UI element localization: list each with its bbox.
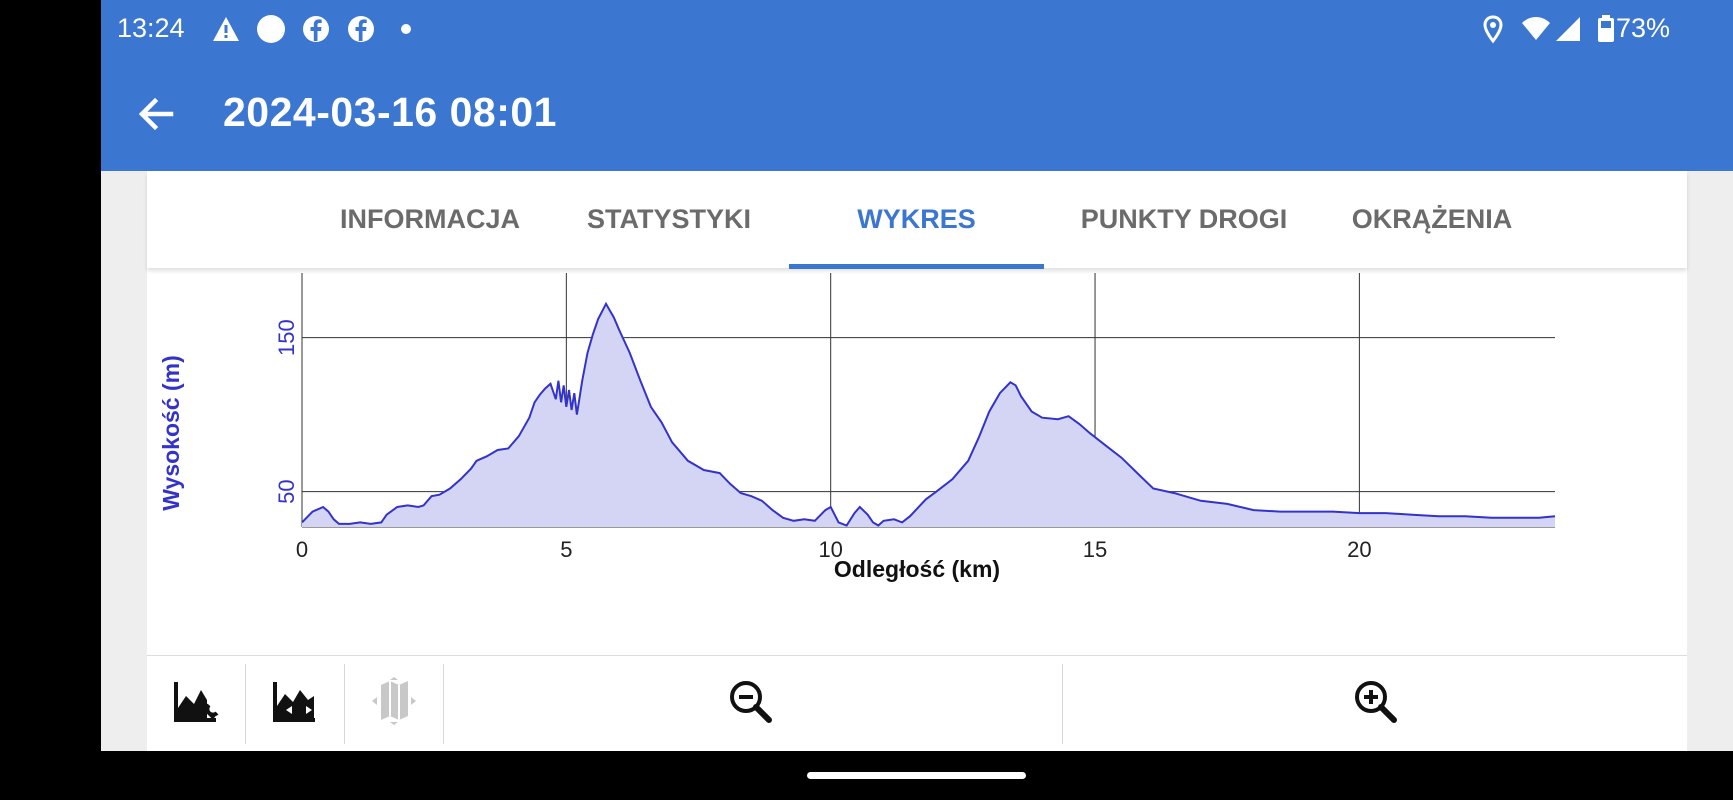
x-tick-label: 15 <box>1083 537 1107 562</box>
chart-settings-button[interactable] <box>147 656 245 746</box>
content-card: INFORMACJA STATYSTYKI WYKRES PUNKTY DROG… <box>147 171 1687 751</box>
y-axis-label: Wysokość (m) <box>158 355 184 511</box>
page-title: 2024-03-16 08:01 <box>223 89 557 135</box>
toolbar-divider <box>1062 664 1063 744</box>
facebook-icon <box>348 16 374 42</box>
wifi-icon <box>1522 17 1550 40</box>
tab-bar: INFORMACJA STATYSTYKI WYKRES PUNKTY DROG… <box>147 171 1687 269</box>
y-tick-label: 150 <box>274 319 299 356</box>
map-icon <box>372 677 416 725</box>
phone-screen: 13:24 73% <box>101 0 1733 751</box>
x-axis-ticks: 0 5 10 15 20 <box>296 537 1372 562</box>
chart-range-button[interactable] <box>246 656 344 746</box>
battery-level: 73% <box>1616 13 1671 43</box>
toolbar-divider <box>443 664 444 744</box>
signal-icon <box>1556 17 1580 41</box>
y-axis-ticks: 50 150 <box>274 319 299 504</box>
navigation-bar <box>0 751 1733 800</box>
zoom-out-icon <box>730 681 772 723</box>
x-tick-label: 5 <box>560 537 572 562</box>
home-gesture-bar[interactable] <box>807 772 1026 779</box>
battery-icon <box>1598 15 1614 42</box>
zoom-in-icon <box>1355 681 1397 723</box>
x-tick-label: 10 <box>818 537 842 562</box>
status-bar: 13:24 73% <box>101 0 1733 56</box>
y-tick-label: 50 <box>274 479 299 503</box>
dot-icon <box>401 24 411 34</box>
chart-range-icon <box>273 682 315 722</box>
app-bar: 2024-03-16 08:01 <box>101 56 1733 171</box>
toolbar-divider <box>344 664 345 744</box>
status-time: 13:24 <box>117 13 185 43</box>
location-icon <box>1483 15 1503 44</box>
elevation-line <box>301 301 1556 527</box>
elevation-chart[interactable]: 0 5 10 15 20 50 150 Odległość (km) Wysokość (… <box>147 273 1687 653</box>
tab-punkty-drogi[interactable]: PUNKTY DROGI <box>1080 204 1288 234</box>
zoom-out-button[interactable] <box>444 656 1056 746</box>
warning-icon <box>213 17 239 41</box>
x-axis-label: Odległość (km) <box>834 556 1000 582</box>
toolbar-divider <box>245 664 246 744</box>
tab-informacja[interactable]: INFORMACJA <box>340 204 520 234</box>
tab-wykres[interactable]: WYKRES <box>857 204 976 234</box>
map-button[interactable] <box>345 656 443 746</box>
chart-settings-icon <box>174 682 219 722</box>
circle-icon <box>257 15 285 43</box>
tab-okrazenia[interactable]: OKRĄŻENIA <box>1351 204 1513 234</box>
x-tick-label: 0 <box>296 537 308 562</box>
tab-indicator <box>789 264 1044 269</box>
chart-toolbar <box>147 655 1687 751</box>
arrow-left-icon <box>138 97 174 131</box>
zoom-in-button[interactable] <box>1063 656 1687 746</box>
facebook-icon <box>303 16 329 42</box>
back-button[interactable] <box>129 86 185 142</box>
elevation-area <box>302 303 1555 527</box>
tab-statystyki[interactable]: STATYSTYKI <box>586 204 751 234</box>
x-tick-label: 20 <box>1347 537 1371 562</box>
